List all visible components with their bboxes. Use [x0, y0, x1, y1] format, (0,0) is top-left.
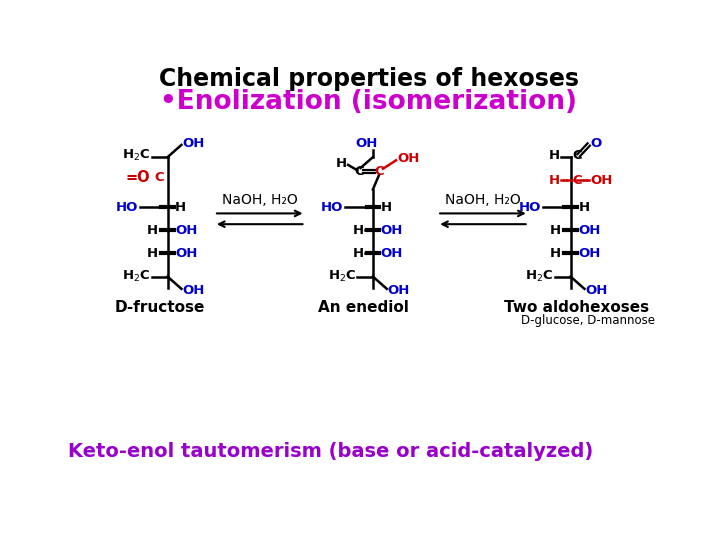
Text: H: H — [353, 224, 364, 237]
Text: OH: OH — [397, 152, 419, 165]
Text: HO: HO — [321, 201, 343, 214]
Text: H: H — [147, 247, 158, 260]
Text: D-glucose, D-mannose: D-glucose, D-mannose — [521, 314, 654, 327]
Text: Two aldohexoses: Two aldohexoses — [504, 300, 649, 315]
Text: OH: OH — [175, 224, 197, 237]
Text: H: H — [336, 157, 346, 170]
Text: H: H — [550, 224, 561, 237]
Text: C: C — [374, 165, 384, 178]
Text: H: H — [175, 201, 186, 214]
Text: OH: OH — [578, 224, 600, 237]
Text: OH: OH — [381, 224, 403, 237]
Text: C: C — [154, 172, 163, 185]
Text: •Enolization (isomerization): •Enolization (isomerization) — [161, 89, 577, 115]
Text: C: C — [572, 149, 582, 162]
Text: OH: OH — [182, 137, 204, 150]
Text: H$_2$C: H$_2$C — [525, 269, 554, 284]
Text: OH: OH — [182, 284, 204, 297]
Text: HO: HO — [116, 201, 138, 214]
Text: H$_2$C: H$_2$C — [328, 269, 356, 284]
Text: OH: OH — [387, 284, 410, 297]
Text: H$_2$C: H$_2$C — [122, 148, 150, 163]
Text: H: H — [381, 201, 392, 214]
Text: H: H — [549, 174, 559, 187]
Text: OH: OH — [175, 247, 197, 260]
Text: HO: HO — [518, 201, 541, 214]
Text: =O: =O — [126, 171, 150, 186]
Text: OH: OH — [356, 137, 378, 150]
Text: H: H — [549, 149, 559, 162]
Text: OH: OH — [585, 284, 608, 297]
Text: C: C — [354, 165, 364, 178]
Text: An enediol: An enediol — [318, 300, 409, 315]
Text: H: H — [147, 224, 158, 237]
Text: H: H — [353, 247, 364, 260]
Text: O: O — [590, 137, 602, 150]
Text: OH: OH — [381, 247, 403, 260]
Text: H$_2$C: H$_2$C — [122, 269, 150, 284]
Text: D-fructose: D-fructose — [114, 300, 205, 315]
Text: NaOH, H₂O: NaOH, H₂O — [445, 193, 521, 207]
Text: H: H — [578, 201, 590, 214]
Text: OH: OH — [590, 174, 613, 187]
Text: NaOH, H₂O: NaOH, H₂O — [222, 193, 297, 207]
Text: Keto-enol tautomerism (base or acid-catalyzed): Keto-enol tautomerism (base or acid-cata… — [68, 442, 593, 461]
Text: OH: OH — [578, 247, 600, 260]
Text: H: H — [550, 247, 561, 260]
Text: C: C — [572, 174, 582, 187]
Text: Chemical properties of hexoses: Chemical properties of hexoses — [159, 66, 579, 91]
